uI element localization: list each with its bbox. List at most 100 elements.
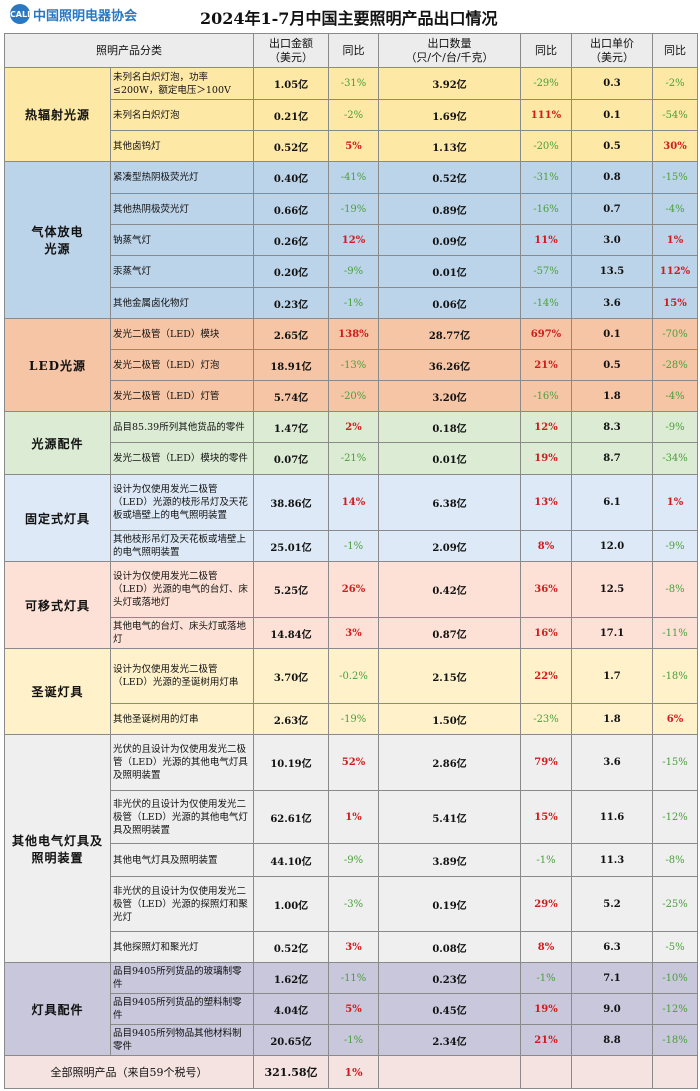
quantity-yoy: -1% — [520, 962, 572, 994]
value-yoy: -31% — [328, 67, 379, 100]
value-yoy: -1% — [328, 287, 379, 319]
export-quantity: 36.26亿 — [378, 349, 521, 381]
table-row: 其他卤钨灯 0.52亿 5% 1.13亿 -20% 0.5 30% — [4, 130, 698, 162]
quantity-yoy: 29% — [520, 876, 572, 932]
export-value: 0.66亿 — [253, 193, 329, 225]
product-name: 汞蒸气灯 — [110, 255, 254, 288]
export-quantity: 3.89亿 — [378, 843, 521, 877]
unit-price: 6.3 — [571, 931, 653, 963]
product-name: 其他枝形吊灯及天花板或墙壁上的电气照明装置 — [110, 530, 254, 562]
price-yoy: 1% — [652, 224, 698, 256]
price-yoy: -54% — [652, 99, 698, 131]
table-row: 圣诞灯具 设计为仅使用发光二极管（LED）光源的圣诞树用灯串 3.70亿 -0.2… — [4, 648, 698, 735]
export-value: 1.62亿 — [253, 962, 329, 994]
unit-price: 1.8 — [571, 703, 653, 735]
export-quantity: 0.42亿 — [378, 561, 521, 618]
quantity-yoy: 11% — [520, 224, 572, 256]
association-logo: CALI 中国照明电器协会 — [10, 4, 137, 24]
quantity-yoy: 8% — [520, 931, 572, 963]
table-row: 钠蒸气灯 0.26亿 12% 0.09亿 11% 3.0 1% — [4, 224, 698, 256]
logo-text: 中国照明电器协会 — [33, 8, 138, 24]
product-name: 非光伏的且设计为仅使用发光二极管（LED）光源的探照灯和聚光灯 — [110, 876, 254, 932]
export-quantity: 1.50亿 — [378, 703, 521, 735]
export-quantity: 0.01亿 — [378, 255, 521, 288]
category-cell: LED光源 — [4, 318, 111, 412]
quantity-yoy: 36% — [520, 561, 572, 618]
value-yoy: 3% — [328, 931, 379, 963]
category-cell: 热辐射光源 — [4, 67, 111, 162]
product-name: 钠蒸气灯 — [110, 224, 254, 256]
export-quantity: 3.20亿 — [378, 380, 521, 412]
export-value: 0.07亿 — [253, 442, 329, 475]
table-row: 气体放电 光源 紧凑型热阴极荧光灯 0.40亿 -41% 0.52亿 -31% 0… — [4, 161, 698, 319]
table-row: 其他热阴极荧光灯 0.66亿 -19% 0.89亿 -16% 0.7 -4% — [4, 193, 698, 225]
quantity-yoy: 22% — [520, 648, 572, 704]
table-row: 其他枝形吊灯及天花板或墙壁上的电气照明装置 25.01亿 -1% 2.09亿 8… — [4, 530, 698, 562]
page-header: CALI 中国照明电器协会 2024年1-7月中国主要照明产品出口情况 — [0, 0, 700, 33]
unit-price: 1.7 — [571, 648, 653, 704]
quantity-yoy: 19% — [520, 993, 572, 1025]
value-yoy: -11% — [328, 962, 379, 994]
table-row: 热辐射光源 未列名白炽灯泡，功率≤200W，额定电压＞100V 1.05亿 -31… — [4, 67, 698, 162]
unit-price: 0.1 — [571, 318, 653, 350]
unit-price: 1.8 — [571, 380, 653, 412]
table-row: 光源配件 品目85.39所列其他货品的零件 1.47亿 2% 0.18亿 12% … — [4, 411, 698, 475]
unit-price: 3.6 — [571, 287, 653, 319]
empty-cell — [378, 1055, 521, 1089]
export-value: 38.86亿 — [253, 474, 329, 531]
unit-price: 17.1 — [571, 617, 653, 649]
value-yoy: 26% — [328, 561, 379, 618]
category-cell: 灯具配件 — [4, 962, 111, 1056]
price-yoy: -15% — [652, 734, 698, 791]
quantity-yoy: 12% — [520, 411, 572, 443]
export-value: 1.00亿 — [253, 876, 329, 932]
header-quantity-yoy: 同比 — [520, 33, 572, 68]
export-quantity: 2.86亿 — [378, 734, 521, 791]
unit-price: 0.7 — [571, 193, 653, 225]
product-name: 品目9405所列物品其他材料制零件 — [110, 1024, 254, 1056]
export-quantity: 2.09亿 — [378, 530, 521, 562]
quantity-yoy: -31% — [520, 161, 572, 194]
total-yoy: 1% — [328, 1055, 379, 1089]
export-value: 44.10亿 — [253, 843, 329, 877]
price-yoy: -18% — [652, 1024, 698, 1056]
category-cell: 光源配件 — [4, 411, 111, 475]
export-quantity: 0.06亿 — [378, 287, 521, 319]
value-yoy: -0.2% — [328, 648, 379, 704]
quantity-yoy: -16% — [520, 193, 572, 225]
export-value: 0.20亿 — [253, 255, 329, 288]
product-name: 未列名白炽灯泡 — [110, 99, 254, 131]
price-yoy: 30% — [652, 130, 698, 162]
table-row: 其他圣诞树用的灯串 2.63亿 -19% 1.50亿 -23% 1.8 6% — [4, 703, 698, 735]
table-row: 发光二极管（LED）模块的零件 0.07亿 -21% 0.01亿 19% 8.7… — [4, 442, 698, 475]
table-row: 固定式灯具 设计为仅使用发光二极管（LED）光源的枝形吊灯及天花板或墙壁上的电气照… — [4, 474, 698, 562]
product-name: 未列名白炽灯泡，功率≤200W，额定电压＞100V — [110, 67, 254, 100]
export-quantity: 3.92亿 — [378, 67, 521, 100]
price-yoy: -8% — [652, 561, 698, 618]
product-name: 其他热阴极荧光灯 — [110, 193, 254, 225]
quantity-yoy: 21% — [520, 349, 572, 381]
quantity-yoy: -14% — [520, 287, 572, 319]
category-cell: 圣诞灯具 — [4, 648, 111, 735]
quantity-yoy: 13% — [520, 474, 572, 531]
export-quantity: 0.09亿 — [378, 224, 521, 256]
value-yoy: -21% — [328, 442, 379, 475]
table-row: 其他电气的台灯、床头灯或落地灯 14.84亿 3% 0.87亿 16% 17.1… — [4, 617, 698, 649]
export-value: 10.19亿 — [253, 734, 329, 791]
export-quantity: 1.13亿 — [378, 130, 521, 162]
table-row: 发光二极管（LED）灯管 5.74亿 -20% 3.20亿 -16% 1.8 -… — [4, 380, 698, 412]
export-quantity: 0.52亿 — [378, 161, 521, 194]
value-yoy: -19% — [328, 193, 379, 225]
unit-price: 0.1 — [571, 99, 653, 131]
product-name: 其他卤钨灯 — [110, 130, 254, 162]
unit-price: 13.5 — [571, 255, 653, 288]
price-yoy: -11% — [652, 617, 698, 649]
table-row: LED光源 发光二极管（LED）模块 2.65亿 138% 28.77亿 697%… — [4, 318, 698, 412]
export-value: 5.74亿 — [253, 380, 329, 412]
price-yoy: -9% — [652, 530, 698, 562]
category-cell: 固定式灯具 — [4, 474, 111, 562]
unit-price: 3.0 — [571, 224, 653, 256]
empty-cell — [652, 1055, 698, 1089]
product-name: 光伏的且设计为仅使用发光二极管（LED）光源的其他电气灯具及照明装置 — [110, 734, 254, 791]
export-quantity: 5.41亿 — [378, 790, 521, 844]
